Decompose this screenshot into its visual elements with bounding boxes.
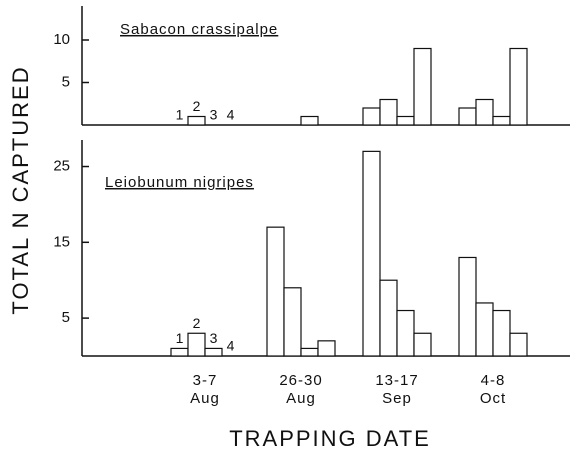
bar [300,115,319,126]
y-tick-label: 5 [62,309,70,326]
series-label: 3 [210,107,218,123]
bar [458,256,477,357]
y-tick-label: 25 [53,157,70,174]
y-tick-label: 10 [53,31,70,48]
y-tick-label: 15 [53,233,70,250]
bar [266,226,285,357]
bar [362,107,381,126]
bar [413,332,432,357]
x-tick-label: 13-17 Sep [375,372,419,407]
series-label: 1 [176,107,184,123]
x-axis-label: TRAPPING DATE [229,426,431,451]
series-label: 3 [210,330,218,346]
series-label: 4 [227,107,235,123]
bar [509,332,528,357]
panel-title: Sabacon crassipalpe [120,21,278,38]
bar [413,47,432,126]
bar [317,340,336,357]
bar [492,115,511,126]
series-label: 2 [193,315,201,331]
bar [283,287,302,357]
x-tick-label: 4-8 Oct [479,372,507,407]
bar [170,347,189,357]
bar [492,309,511,357]
series-label: 2 [193,98,201,114]
bar [204,347,223,357]
series-label: 1 [176,330,184,346]
y-axis-label: TOTAL N CAPTURED [8,65,33,314]
bar [187,332,206,357]
series-label: 4 [227,338,235,354]
bar [509,47,528,126]
bar [187,115,206,126]
bar [458,107,477,126]
bar [396,115,415,126]
bar [475,302,494,357]
x-tick-label: 3-7 Aug [190,372,220,407]
panel-title: Leiobunum nigripes [105,174,254,191]
bar [396,309,415,357]
bar [379,279,398,357]
bar [379,98,398,126]
x-tick-label: 26-30 Aug [279,372,323,407]
y-tick-label: 5 [62,73,70,90]
bar [300,347,319,357]
bar [362,150,381,357]
bar [475,98,494,126]
